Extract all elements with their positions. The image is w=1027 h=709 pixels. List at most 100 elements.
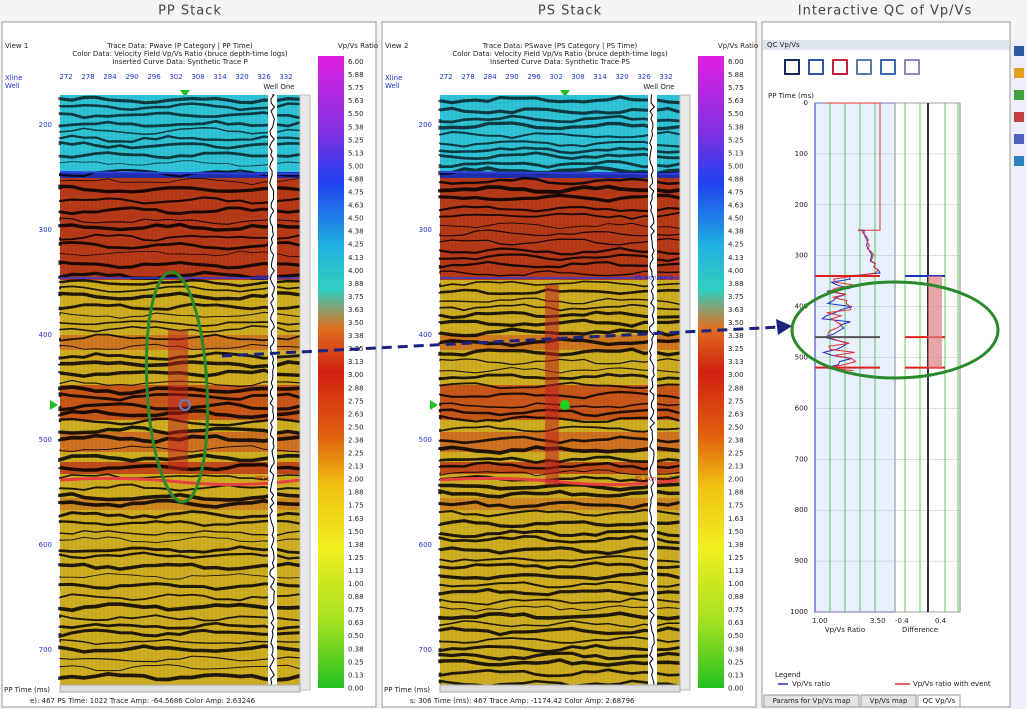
colorbar-tick: 5.88: [728, 71, 744, 79]
status-bar: s: 306 Time (ms): 467 Trace Amp: -1174.4…: [410, 697, 635, 705]
time-tick: 300: [419, 226, 432, 234]
tab[interactable]: [860, 694, 917, 708]
reflector: [59, 250, 301, 258]
reflector: [58, 184, 301, 194]
y-tick: 1000: [790, 608, 808, 616]
reflector: [59, 311, 301, 319]
reflector: [58, 291, 301, 301]
seismic-section: [58, 94, 301, 690]
reflector: [438, 146, 681, 155]
xline-tick: 290: [505, 73, 518, 81]
colorbar-tick: 3.88: [348, 280, 364, 288]
xline-tick: 272: [59, 73, 72, 81]
reflector: [438, 658, 681, 667]
colorbar-tick: 4.13: [728, 254, 744, 262]
y-tick: 500: [795, 354, 808, 362]
reflector: [438, 488, 681, 499]
color-band: [440, 335, 680, 350]
reflector: [58, 196, 301, 205]
toolbar-button[interactable]: [808, 59, 824, 75]
colorbar-tick: 1.00: [348, 580, 364, 588]
toolbar-button[interactable]: [904, 59, 920, 75]
reflector: [438, 509, 681, 518]
colorbar-tick: 4.63: [728, 202, 744, 210]
highlight-ellipse: [790, 280, 1000, 380]
side-button[interactable]: [1014, 68, 1024, 78]
colorbar-tick: 3.25: [728, 345, 744, 353]
tab-label[interactable]: Params for Vp/Vs map: [773, 697, 851, 705]
reflector: [438, 626, 681, 637]
reflector: [59, 529, 301, 537]
reflector: [59, 324, 301, 333]
colorbar-tick: 4.00: [348, 267, 364, 275]
xline-tick: 308: [191, 73, 204, 81]
well-strip: [299, 94, 311, 691]
reflector: [58, 510, 301, 520]
colorbar-tick: 3.63: [728, 306, 744, 314]
colorbar-tick: 2.88: [728, 384, 744, 392]
colorbar-tick: 2.13: [728, 463, 744, 471]
reflector: [438, 545, 681, 556]
horizon: [59, 171, 301, 175]
side-button[interactable]: [1014, 134, 1024, 144]
toolbar-button[interactable]: [784, 59, 800, 75]
axis-label: PP Time (ms): [384, 686, 430, 694]
reflector: [438, 529, 681, 539]
x-label: Vp/Vs Ratio: [825, 626, 865, 634]
time-tick: 600: [39, 541, 52, 549]
colorbar-tick: 5.50: [728, 110, 744, 118]
tab-label[interactable]: QC Vp/Vs: [923, 697, 956, 705]
side-toolbar: [1011, 40, 1026, 707]
xline-tick: 332: [659, 73, 672, 81]
tab[interactable]: [917, 694, 961, 708]
tab-label[interactable]: Vp/Vs map: [870, 697, 908, 705]
colorbar-tick: 1.63: [348, 515, 364, 523]
colorbar-tick: 1.13: [348, 567, 364, 575]
toolbar-button[interactable]: [856, 59, 872, 75]
colorbar-tick: 2.00: [348, 476, 364, 484]
ratio-curve: [820, 229, 881, 372]
cursor-marker: [50, 400, 58, 410]
colorbar-tick: 5.38: [728, 123, 744, 131]
colorbar-tick: 1.25: [728, 554, 744, 562]
x-tick: 1.00: [812, 617, 828, 625]
reflector: [58, 222, 301, 232]
reflector: [439, 605, 681, 612]
y-tick: 900: [795, 557, 808, 565]
toolbar-button[interactable]: [880, 59, 896, 75]
side-button[interactable]: [1014, 90, 1024, 100]
colorbar-tick: 5.38: [348, 123, 364, 131]
colorbar-tick: 3.38: [348, 332, 364, 340]
scrollbar: [439, 684, 681, 693]
tab[interactable]: [763, 694, 860, 708]
synthetic-trace: [268, 94, 276, 688]
reflector: [58, 111, 301, 120]
colorbar-tick: 1.00: [728, 580, 744, 588]
reflector: [59, 285, 301, 293]
colorbar-tick: 1.75: [348, 502, 364, 510]
y-tick: 100: [795, 150, 808, 158]
reflector: [438, 253, 681, 263]
side-button[interactable]: [1014, 46, 1024, 56]
colorbar: [698, 56, 724, 688]
side-button[interactable]: [1014, 156, 1024, 166]
colorbar-tick: 0.50: [348, 632, 364, 640]
colorbar-tick: 3.13: [348, 358, 364, 366]
reflector: [438, 246, 681, 256]
toolbar-button[interactable]: [832, 59, 848, 75]
reflector: [58, 621, 301, 631]
colorbar-tick: 0.25: [348, 658, 364, 666]
y-tick: 0: [804, 99, 808, 107]
side-button[interactable]: [1014, 112, 1024, 122]
colorbar-tick: 0.88: [728, 593, 744, 601]
colorbar-tick: 1.75: [728, 502, 744, 510]
colorbar-title: Vp/Vs Ratio: [718, 42, 758, 50]
reflector: [438, 561, 681, 570]
reflector: [58, 672, 301, 682]
reflector: [59, 536, 301, 544]
colorbar-tick: 1.50: [348, 528, 364, 536]
colorbar-tick: 4.63: [348, 202, 364, 210]
scrollbar: [59, 684, 301, 693]
reflector: [58, 582, 301, 591]
reflector: [59, 473, 301, 481]
